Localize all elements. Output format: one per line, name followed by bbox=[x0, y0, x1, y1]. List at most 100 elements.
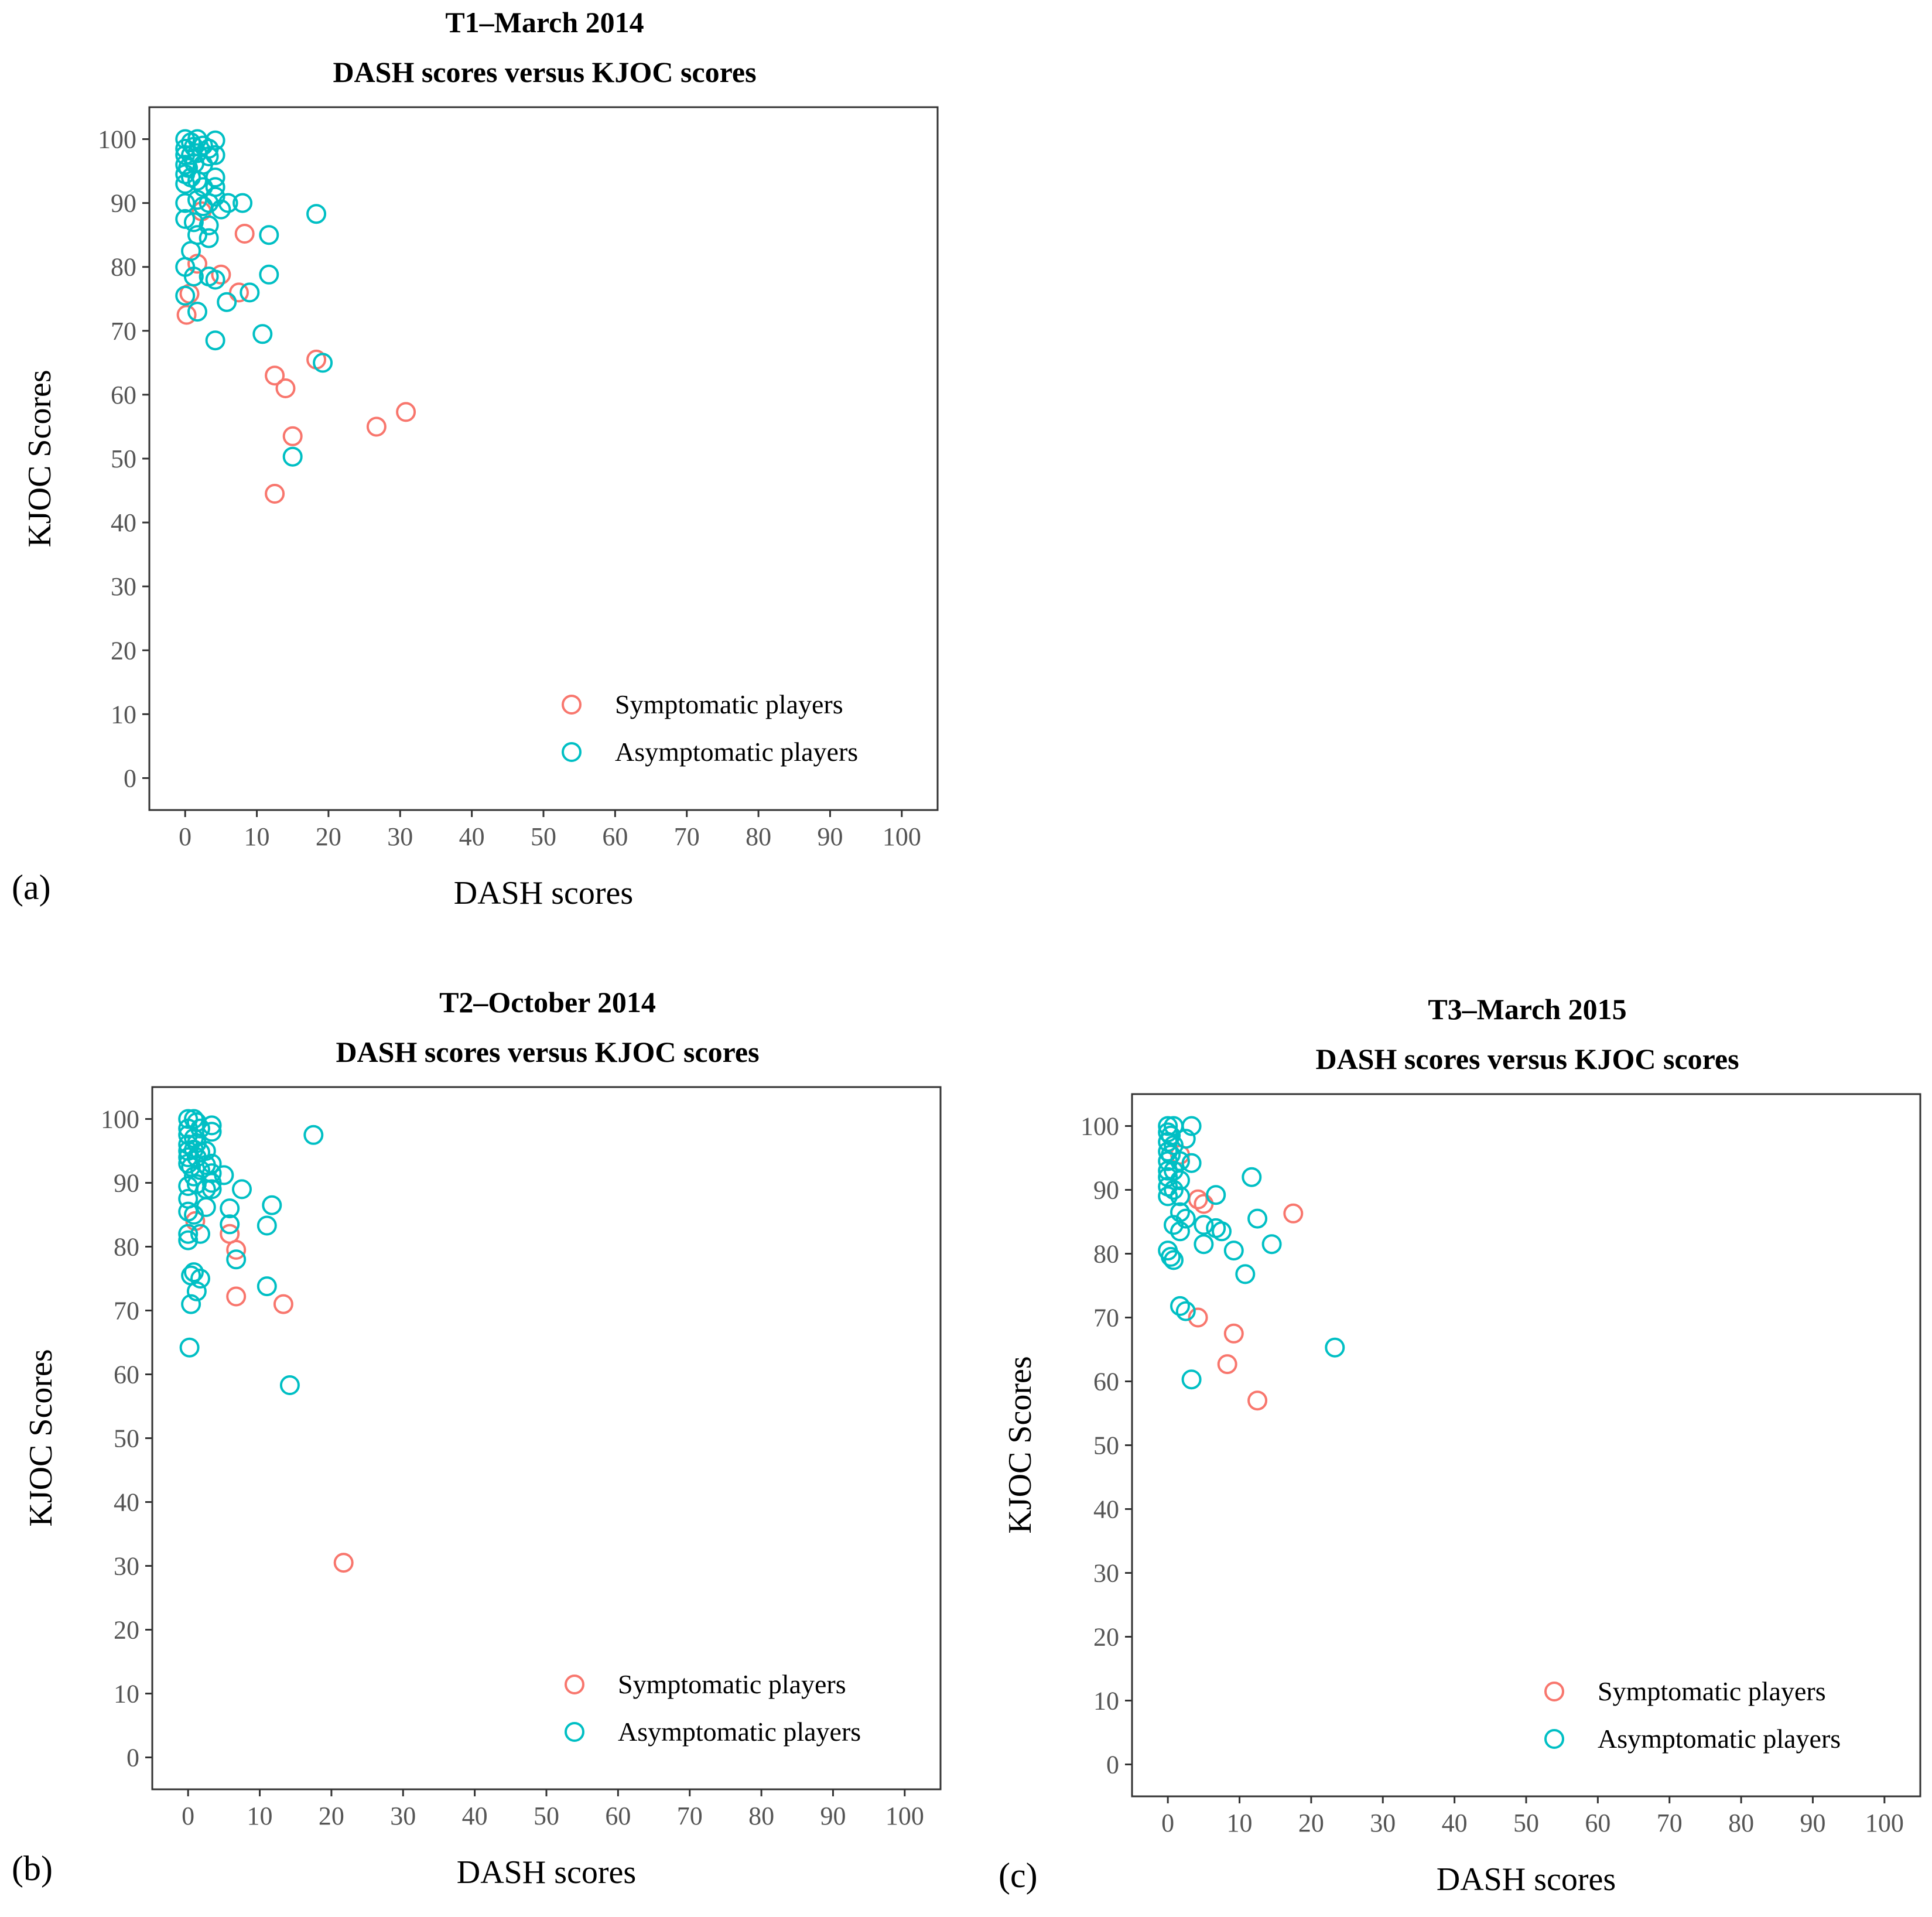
panel-b-legend-symptomatic-label: Symptomatic players bbox=[618, 1669, 846, 1699]
panel-a-x-tick-label: 80 bbox=[746, 822, 771, 851]
panel-c-symptomatic-point bbox=[1247, 1390, 1268, 1411]
panel-c-asymptomatic-point bbox=[1181, 1369, 1202, 1390]
panel-b-x-tick-label: 10 bbox=[247, 1802, 273, 1830]
panel-b-x-tick-label: 40 bbox=[462, 1802, 488, 1830]
panel-b-y-tick-label: 30 bbox=[114, 1552, 139, 1581]
panel-b-asymptomatic-point bbox=[179, 1337, 200, 1358]
panel-b-asymptomatic-point bbox=[181, 1157, 201, 1177]
panel-b-x-tick-label: 80 bbox=[748, 1802, 774, 1830]
panel-c-x-tick-label: 70 bbox=[1657, 1809, 1683, 1837]
panel-a-x-tick-label: 40 bbox=[459, 822, 485, 851]
panel-b-legend-symptomatic-key bbox=[565, 1675, 584, 1694]
panel-a-label: (a) bbox=[12, 868, 51, 907]
panel-b-asymptomatic-point bbox=[184, 1262, 204, 1283]
panel-c-asymptomatic-point bbox=[1206, 1185, 1226, 1205]
panel-b-asymptomatic-point bbox=[220, 1214, 240, 1235]
panel-b-asymptomatic-point bbox=[232, 1179, 252, 1200]
panel-b-x-tick-label: 100 bbox=[885, 1802, 924, 1830]
panel-b-y-tick-label: 70 bbox=[114, 1297, 139, 1325]
panel-c-asymptomatic-point bbox=[1212, 1221, 1232, 1242]
panel-c-asymptomatic-point bbox=[1235, 1264, 1256, 1284]
panel-b-asymptomatic-point bbox=[178, 1147, 199, 1167]
panel-a-asymptomatic-point bbox=[183, 266, 204, 287]
panel-a-asymptomatic-point bbox=[306, 204, 327, 224]
panel-c-asymptomatic-point bbox=[1158, 1151, 1178, 1171]
panel-c-asymptomatic-point bbox=[1194, 1234, 1214, 1255]
panel-c-x-tick-label: 100 bbox=[1865, 1809, 1904, 1837]
panel-c-asymptomatic-point bbox=[1223, 1241, 1244, 1261]
panel-c-asymptomatic-point bbox=[1158, 1122, 1178, 1143]
panel-c-asymptomatic-point bbox=[1181, 1153, 1202, 1173]
panel-c-asymptomatic-point bbox=[1158, 1167, 1178, 1187]
panel-b: T2–October 2014 DASH scores versus KJOC … bbox=[12, 986, 942, 1891]
panel-b-asymptomatic-point bbox=[184, 1205, 204, 1225]
panel-a-y-tick-label: 60 bbox=[111, 381, 136, 409]
panel-b-x-tick-label: 50 bbox=[534, 1802, 559, 1830]
panel-c-symptomatic-point bbox=[1217, 1354, 1237, 1375]
panel-c-x-tick-label: 30 bbox=[1370, 1809, 1396, 1837]
panel-a-symptomatic-point bbox=[234, 224, 255, 244]
panel-a-asymptomatic-point bbox=[205, 269, 225, 290]
panel-b-asymptomatic-point bbox=[178, 1118, 199, 1139]
panel-c-asymptomatic-point bbox=[1170, 1186, 1190, 1207]
panel-c-legend: Symptomatic players Asymptomatic players bbox=[1544, 1676, 1841, 1754]
panel-a-y-axis-title: KJOC Scores bbox=[22, 370, 58, 547]
panel-a-asymptomatic-point bbox=[205, 145, 225, 165]
panel-c-y-tick-label: 80 bbox=[1093, 1240, 1119, 1269]
panel-b-asymptomatic-point bbox=[201, 1179, 222, 1200]
panel-b-x-tick-label: 30 bbox=[390, 1802, 416, 1830]
panel-c-y-tick-label: 100 bbox=[1080, 1112, 1119, 1141]
panel-b-x-tick-label: 0 bbox=[182, 1802, 194, 1830]
panel-c-asymptomatic-point bbox=[1161, 1246, 1181, 1267]
panel-a-y-tick-label: 50 bbox=[111, 445, 136, 473]
panel-a-legend-symptomatic-key bbox=[562, 695, 582, 715]
panel-c-symptomatic-point bbox=[1283, 1203, 1304, 1224]
panel-a-symptomatic-point bbox=[176, 305, 197, 325]
panel-b-y-tick-label: 100 bbox=[101, 1105, 139, 1134]
panel-a-symptomatic-point bbox=[265, 365, 285, 386]
panel-b-asymptomatic-point bbox=[186, 1281, 207, 1301]
panel-a-asymptomatic-point bbox=[175, 285, 196, 306]
panel-c-subtitle: DASH scores versus KJOC scores bbox=[1315, 1043, 1739, 1075]
panel-c-y-tick-label: 10 bbox=[1093, 1687, 1119, 1716]
panel-c-x-tick-label: 80 bbox=[1728, 1809, 1754, 1837]
panel-c-legend-symptomatic-label: Symptomatic players bbox=[1598, 1676, 1826, 1706]
panel-c-asymptomatic-point bbox=[1175, 1301, 1196, 1321]
panel-c-legend-asymptomatic-label: Asymptomatic players bbox=[1598, 1724, 1841, 1754]
panel-b-points bbox=[178, 1109, 354, 1573]
panel-a-asymptomatic-point bbox=[282, 446, 303, 467]
panel-a-y-tick-label: 0 bbox=[124, 764, 136, 792]
panel-c-asymptomatic-point bbox=[1247, 1208, 1268, 1229]
panel-a-symptomatic-point bbox=[211, 264, 231, 285]
panel-c-asymptomatic-point bbox=[1164, 1250, 1184, 1270]
panel-a-asymptomatic-point bbox=[218, 193, 238, 213]
panel-c-x-tick-label: 60 bbox=[1585, 1809, 1610, 1837]
panel-c-asymptomatic-point bbox=[1170, 1296, 1190, 1316]
panel-a-symptomatic-point bbox=[366, 416, 387, 437]
panel-c-y-tick-label: 60 bbox=[1093, 1368, 1119, 1396]
panel-b-asymptomatic-point bbox=[303, 1125, 324, 1145]
panel-c-x-tick-label: 50 bbox=[1513, 1809, 1539, 1837]
panel-c-asymptomatic-point bbox=[1158, 1116, 1178, 1136]
panel-a-symptomatic-point bbox=[187, 254, 207, 274]
panel-b-asymptomatic-point bbox=[262, 1195, 282, 1215]
panel-a-y-ticks: 0 10 20 30 40 50 60 70 80 90 100 bbox=[98, 125, 149, 792]
panel-a-title: T1–March 2014 bbox=[445, 6, 644, 39]
panel-c-x-axis-title: DASH scores bbox=[1437, 1861, 1616, 1898]
panel-a-asymptomatic-point bbox=[205, 168, 225, 187]
panel-b-symptomatic-point bbox=[273, 1294, 293, 1314]
panel-c-y-tick-label: 90 bbox=[1093, 1176, 1119, 1205]
panel-c-asymptomatic-point bbox=[1158, 1142, 1178, 1162]
panel-a-points bbox=[175, 129, 416, 504]
panel-a-y-tick-label: 30 bbox=[111, 572, 136, 601]
panel-c-y-axis-title: KJOC Scores bbox=[1002, 1356, 1038, 1533]
panel-c-y-tick-label: 30 bbox=[1093, 1559, 1119, 1588]
panel-a-asymptomatic-point bbox=[259, 264, 279, 285]
panel-b-x-tick-label: 70 bbox=[677, 1802, 703, 1830]
panel-c-y-ticks: 0 10 20 30 40 50 60 70 80 90 100 bbox=[1080, 1112, 1132, 1779]
panel-a-symptomatic-point bbox=[265, 484, 285, 504]
panel-c-asymptomatic-point bbox=[1261, 1234, 1282, 1255]
panel-b-asymptomatic-point bbox=[201, 1153, 222, 1174]
panel-a-x-tick-label: 30 bbox=[387, 822, 413, 851]
